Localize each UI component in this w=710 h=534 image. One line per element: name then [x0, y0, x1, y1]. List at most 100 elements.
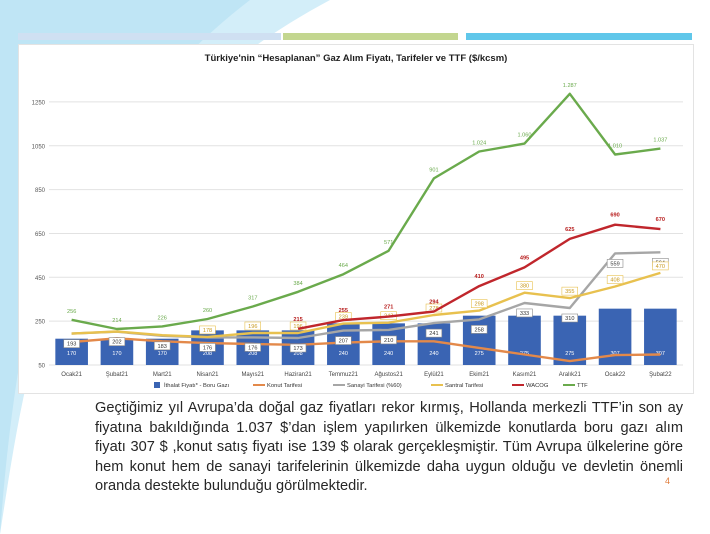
x-tick-label: Nisan21 [196, 372, 219, 378]
data-label-box [471, 299, 488, 308]
data-label-box [199, 325, 216, 335]
line-data-label: 310 [565, 316, 574, 322]
x-tick-label: Haziran21 [284, 372, 312, 378]
chart: 50 250 450 650 850 1050 1250 Ocak21 Şubat21 Mart2… [32, 83, 683, 389]
x-tick-label: Ekim21 [469, 372, 490, 378]
x-tick-label: Kasım21 [513, 372, 537, 378]
line-data-label: 176 [248, 345, 257, 351]
line-data-label: 207 [339, 339, 348, 345]
x-tick-label: Şubat21 [106, 372, 129, 378]
data-label-box [244, 321, 261, 331]
bar-data-label: 240 [429, 351, 438, 357]
line-data-label: 1.024 [472, 140, 486, 146]
y-tick-label: 50 [38, 364, 45, 370]
page-number: 4 [665, 476, 671, 486]
line-data-label: 255 [339, 308, 348, 314]
legend-label: İthalat Fiyatı* - Boru Gazı [164, 382, 229, 389]
y-tick-label: 850 [35, 188, 46, 194]
chart-panel: Türkiye'nin “Hesaplanan” Gaz Alım Fiyatı… [18, 44, 694, 394]
bar [508, 315, 541, 365]
bar-data-label: 275 [475, 351, 484, 357]
data-label-box [606, 259, 624, 268]
line-data-label: 196 [248, 324, 257, 330]
line-data-label: 1.287 [563, 83, 577, 89]
data-label-box [63, 339, 80, 348]
x-tick-label: Şubat22 [649, 372, 672, 378]
accent-bar-light-blue [18, 33, 281, 40]
y-tick-label: 450 [35, 276, 46, 282]
bar-data-label: 240 [339, 351, 348, 357]
line-data-label: 256 [67, 309, 76, 315]
series-line [71, 92, 661, 331]
data-label-box [561, 313, 578, 323]
line-data-label: 298 [475, 302, 484, 308]
series-line [71, 271, 661, 339]
data-label-box [471, 325, 488, 334]
line-data-label: 470 [656, 264, 665, 270]
line-data-label: 408 [610, 278, 619, 284]
data-label-box [516, 308, 533, 318]
legend-swatch [154, 382, 160, 388]
line-data-label: 1.037 [653, 138, 667, 144]
line-data-label: 333 [520, 311, 529, 317]
legend-label: TTF [577, 383, 588, 389]
line-data-label: 278 [429, 306, 438, 312]
line-data-label: 1.010 [608, 144, 622, 150]
chart-title: Türkiye'nin “Hesaplanan” Gaz Alım Fiyatı… [204, 53, 508, 64]
line-data-label: 241 [429, 331, 438, 337]
x-tick-label: Mart21 [153, 372, 172, 378]
data-label-box [199, 343, 216, 352]
line-data-label: 1.060 [518, 133, 532, 139]
data-label-box [561, 286, 578, 296]
data-label-box [516, 281, 533, 290]
legend-label: Sanayi Tarifesi (%60) [347, 383, 402, 389]
line-data-label: 226 [158, 315, 167, 321]
data-label-box [380, 335, 397, 345]
x-tick-label: Temmuz21 [329, 372, 359, 378]
data-label-box [335, 336, 352, 345]
line-data-label: 260 [203, 308, 212, 314]
y-tick-label: 650 [35, 232, 46, 238]
line-data-label: 271 [384, 305, 393, 311]
line-data-label: 380 [520, 284, 529, 290]
line-data-label: 196 [293, 324, 302, 330]
line-data-label: 258 [475, 327, 484, 333]
bar-data-label: 275 [565, 351, 574, 357]
line-data-label: 239 [339, 315, 348, 321]
line-data-label: 317 [248, 295, 257, 301]
bar-data-label: 170 [158, 351, 167, 357]
line-data-label: 215 [293, 317, 302, 323]
line-data-label: 214 [112, 318, 121, 324]
line-data-label: 178 [203, 328, 212, 334]
bar-data-label: 208 [293, 351, 302, 357]
line-data-label: 559 [610, 261, 619, 267]
data-label-box [289, 321, 307, 331]
legend-label: WACOG [526, 383, 549, 389]
y-tick-label: 250 [35, 320, 46, 326]
x-tick-label: Eylül21 [424, 372, 444, 378]
line-data-label: 210 [384, 338, 393, 344]
line-data-label: 670 [656, 217, 665, 223]
bar-data-label: 170 [67, 351, 76, 357]
data-label-box [606, 275, 624, 284]
line-data-label: 571 [384, 240, 393, 246]
line-data-label: 495 [520, 255, 529, 261]
y-tick-label: 1050 [32, 144, 46, 150]
data-label-box [108, 337, 126, 346]
data-label-box [289, 343, 307, 353]
line-data-label: 355 [565, 289, 574, 295]
line-data-label: 173 [293, 346, 302, 352]
bar [553, 315, 587, 365]
x-tick-label: Mayıs21 [241, 372, 264, 378]
line-data-label: 690 [610, 213, 619, 219]
line-data-label: 410 [475, 274, 484, 280]
line-data-label: 464 [339, 263, 348, 269]
line-data-label: 625 [565, 227, 574, 233]
x-tick-label: Ocak22 [605, 372, 626, 378]
bar-data-label: 240 [384, 351, 393, 357]
body-paragraph: Geçtiğimiz yıl Avrupa’da doğal gaz fiyat… [95, 400, 683, 494]
x-tick-label: Aralık21 [559, 372, 582, 378]
line-data-label: 901 [429, 167, 438, 173]
data-label-box [244, 343, 261, 352]
bar-data-label: 208 [248, 351, 257, 357]
